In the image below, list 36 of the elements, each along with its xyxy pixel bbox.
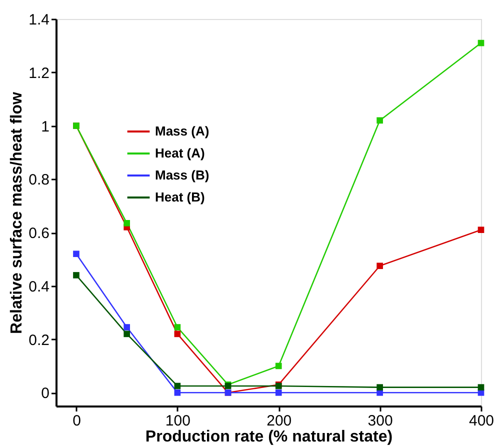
x-tick-label: 400 (468, 412, 494, 430)
point (478, 384, 484, 390)
point (275, 362, 282, 370)
x-axis-title: Production rate (% natural state) (145, 428, 393, 446)
y-tick-label: 0.2 (28, 332, 50, 349)
point (174, 389, 181, 396)
y-tick-label: 1 (41, 118, 50, 136)
x-tick-label: 300 (368, 412, 393, 430)
legend-label: Mass (A) (155, 124, 210, 138)
point (174, 382, 181, 390)
point (174, 330, 181, 338)
x-tick-label: 200 (266, 412, 292, 430)
point (174, 324, 181, 330)
x-tick-label: 100 (165, 412, 190, 430)
x-tick-label: 0 (72, 412, 81, 430)
point (124, 324, 130, 330)
y-axis-title: Relative surface mass/heat flow (8, 92, 26, 334)
y-tick-label: 1.2 (28, 64, 50, 82)
point (124, 220, 130, 226)
y-tick-label: 0.4 (28, 278, 50, 296)
point (376, 262, 383, 270)
point (275, 389, 282, 396)
point (478, 226, 484, 234)
point (478, 40, 484, 46)
legend-label: Heat (A) (155, 146, 205, 160)
legend-label: Heat (B) (155, 190, 205, 204)
point (376, 384, 383, 390)
point (73, 272, 80, 278)
y-tick-label: 1.4 (28, 12, 50, 28)
point (73, 250, 80, 258)
y-tick-label: 0 (41, 385, 50, 402)
point (376, 117, 383, 124)
y-tick-label: 0.8 (28, 172, 50, 189)
legend-label: Mass (B) (155, 168, 210, 182)
y-tick-label: 0.6 (28, 225, 50, 242)
point (124, 330, 130, 338)
